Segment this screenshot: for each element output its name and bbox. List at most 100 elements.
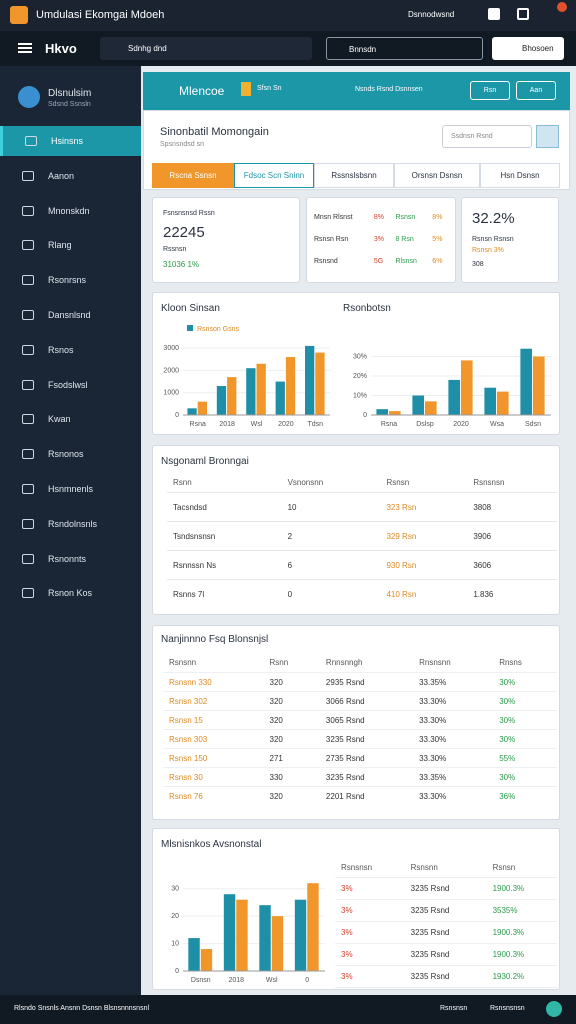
y-tick-label: 3000 (163, 345, 179, 352)
menu-label: Rsnon Kos (48, 588, 93, 599)
menu-item[interactable]: Rsnonos (0, 439, 141, 469)
bar (197, 401, 207, 415)
button[interactable]: Bhosoen (492, 37, 564, 60)
table-cell: Rsnnssn Ns (167, 550, 282, 580)
table-row[interactable]: 3% 3235 Rsnd 1930.2% (335, 965, 557, 988)
search-box[interactable]: Bnnsdn (326, 37, 483, 60)
tab[interactable]: Orsnsn Dsnsn (394, 163, 480, 188)
icon (241, 82, 251, 96)
column-header: Rsnsn (386, 477, 410, 487)
table-cell: 930 Rsn (380, 550, 468, 580)
chart-title: Rsonbotsn (343, 303, 391, 314)
column-header: Rsnsn (492, 862, 516, 872)
table-row[interactable]: Rsnsn 15 320 3065 Rsnd 33.30% 30% (163, 710, 557, 730)
table-row[interactable]: Rsnsn 303 320 3235 Rsnd 33.30% 30% (163, 729, 557, 749)
app-icon (10, 6, 28, 24)
table-row[interactable]: Rsnnssn Ns 6 930 Rsn 3606 (167, 550, 557, 580)
bar (227, 377, 237, 415)
icon[interactable] (488, 8, 500, 20)
table-cell: 320 (263, 691, 320, 711)
tab[interactable]: Fdsoc Scn Sninn (234, 163, 314, 188)
footer-link[interactable]: Rsnsnsn (440, 1005, 468, 1012)
table-row[interactable]: Rsnsn 76 320 2201 Rsnd 33.30% 36% (163, 786, 557, 805)
brand: Hkvo (45, 41, 77, 56)
menu-item[interactable]: Rsnos (0, 335, 141, 365)
menu-item[interactable]: Rsonrsns (0, 265, 141, 295)
table-cell: 30% (493, 691, 557, 711)
menu-icon (22, 588, 34, 599)
stat-cell: 3% (373, 235, 384, 243)
legend-swatch (187, 325, 193, 331)
table-row[interactable]: Rsnns 7l 0 410 Rsn 1.836 (167, 579, 557, 608)
menu-item[interactable]: Mnonskdn (0, 196, 141, 226)
bar (315, 352, 325, 415)
tab[interactable]: Hsn Dsnsn (480, 163, 560, 188)
header-button[interactable]: Rsn (470, 81, 510, 100)
table-row[interactable]: Tacsndsd 10 323 Rsn 3808 (167, 492, 557, 522)
search-button[interactable] (536, 125, 559, 148)
menu-item[interactable]: Rlang (0, 230, 141, 260)
table-row[interactable]: Rsnsn 150 271 2735 Rsnd 33.30% 55% (163, 748, 557, 768)
menu-icon (22, 205, 34, 216)
y-tick-label: 30% (353, 354, 367, 361)
table-cell: 0 (281, 579, 381, 608)
table-row[interactable]: 3% 3235 Rsnd 3535% (335, 899, 557, 922)
table-row[interactable]: Rsnsn 30 330 3235 Rsnd 33.35% 30% (163, 767, 557, 787)
y-tick-label: 2000 (163, 367, 179, 374)
overview-title: Sinonbatil Momongain (160, 126, 269, 138)
top-right-text[interactable]: Dsnnodwsnd (408, 10, 455, 19)
menu-item[interactable]: Kwan (0, 404, 141, 434)
stat-sub: Rsnsn Rsnsn (472, 236, 514, 243)
button-label: Bhosoen (522, 44, 554, 53)
avatar (18, 86, 40, 108)
bar (389, 411, 401, 415)
footer-link[interactable]: Rsnsnsnsn (490, 1005, 525, 1012)
tab[interactable]: Rssnslsbsnn (314, 163, 394, 188)
menu-item[interactable]: Hsnmnenls (0, 474, 141, 504)
menu-icon (22, 484, 34, 494)
chat-button[interactable] (546, 1001, 562, 1017)
menu-icon (22, 379, 34, 390)
table-wrap: Rsnn Vsnonsnn Rsnsn Rsnsnsn Tacsndsd 10 323 Rs… (167, 472, 557, 608)
app-title: Umdulasi Ekomgai Mdoeh (36, 9, 165, 21)
search-box[interactable]: Ssdnsn Rsnd (442, 125, 532, 148)
table-cell: 6 (281, 550, 381, 580)
search-placeholder: Ssdnsn Rsnd (451, 133, 493, 140)
y-tick-label: 0 (175, 968, 179, 975)
menu-item[interactable]: Hsinsns (0, 126, 141, 156)
header-button[interactable]: Aan (516, 81, 556, 100)
header-right: Nsnds Rsnd Dsnnsen (355, 86, 423, 93)
table-row[interactable]: Rsnsn 302 320 3066 Rsnd 33.30% 30% (163, 691, 557, 711)
top-bar: Umdulasi Ekomgai Mdoeh Dsnnodwsnd (0, 0, 576, 31)
table-cell: 33.30% (413, 710, 494, 730)
table-cell: Rsnsn 303 (163, 729, 264, 749)
table-cell: 3% (335, 899, 405, 922)
menu-icon[interactable] (18, 43, 32, 45)
y-tick-label: 10 (171, 941, 179, 948)
menu-item[interactable]: Rsndolnsnls (0, 509, 141, 539)
table-cell: Rsnsn 76 (163, 786, 264, 805)
table-cell: Tacsndsd (167, 492, 282, 522)
stat-cell: Rsnsnd (314, 257, 338, 265)
tab[interactable]: Rscna Ssnsn (152, 163, 234, 188)
x-tick-label: Dsnsn (191, 977, 211, 984)
menu-item[interactable]: Fsodslwsl (0, 370, 141, 400)
table-cell: 329 Rsn (380, 521, 468, 551)
search-box[interactable]: Sdnhg dnd (100, 37, 312, 60)
x-tick-label: 2018 (228, 977, 244, 984)
menu-label: Dansnlsnd (48, 310, 91, 320)
menu-item[interactable]: Dansnlsnd (0, 300, 141, 330)
column-header: Rnsnsnn (419, 657, 451, 667)
table-row[interactable]: Rsnsnn 330 320 2935 Rsnd 33.35% 30% (163, 672, 557, 692)
bar (305, 345, 315, 415)
table-row[interactable]: Tsndsnsnsn 2 329 Rsn 3906 (167, 521, 557, 551)
icon[interactable] (517, 8, 529, 20)
bar (412, 395, 424, 415)
menu-item[interactable]: Aanon (0, 161, 141, 191)
menu-item[interactable]: Rsnon Kos (0, 578, 141, 608)
menu-item[interactable]: Rsnonnts (0, 544, 141, 574)
table-cell: 3808 (467, 492, 557, 522)
